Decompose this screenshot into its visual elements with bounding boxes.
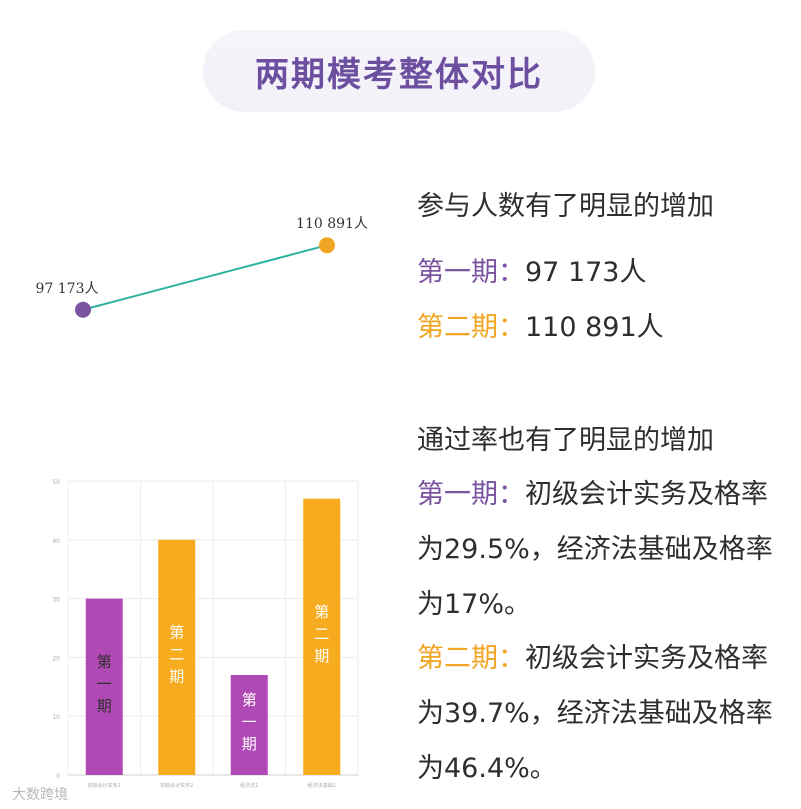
period2-count: 110 891人 bbox=[525, 312, 664, 343]
bar-label-char: 二 bbox=[169, 645, 184, 663]
bar-y-tick-label: 40 bbox=[52, 538, 60, 545]
participants-heading: 参与人数有了明显的增加 bbox=[417, 191, 714, 222]
bar-y-tick-label: 50 bbox=[52, 479, 60, 486]
bar-label-char: 第 bbox=[169, 623, 184, 641]
participants-line-chart: 97 173人 110 891人 bbox=[36, 216, 368, 318]
bar-label-char: 第 bbox=[242, 691, 257, 709]
pass-rate-bar-chart: 01020304050第一期初级会计实务1第二期初级会计实务2第一期经济法1第二… bbox=[52, 479, 359, 789]
bar-y-tick-label: 0 bbox=[56, 773, 60, 780]
bar-label-char: 一 bbox=[97, 675, 112, 693]
pass-period2-label: 第二期： bbox=[417, 643, 525, 674]
bar-y-tick-label: 20 bbox=[52, 655, 60, 662]
bar-y-tick-label: 10 bbox=[52, 714, 60, 721]
participants-period1: 第一期：97 173人 bbox=[417, 259, 646, 286]
bar-label-char: 期 bbox=[314, 647, 329, 665]
bar bbox=[230, 675, 268, 775]
title-banner: 两期模考整体对比 bbox=[203, 30, 595, 112]
pass-rate-period2: 第二期：初级会计实务及格率为39.7%，经济法基础及格率为46.4%。 bbox=[417, 631, 789, 796]
participants-data-label: 97 173人 bbox=[36, 281, 99, 297]
participants-point bbox=[319, 237, 335, 254]
watermark: 大数跨境 bbox=[12, 787, 68, 803]
page-title: 两期模考整体对比 bbox=[255, 54, 543, 95]
pass-period2-text: 初级会计实务及格率为39.7%，经济法基础及格率为46.4%。 bbox=[417, 643, 773, 784]
bar-label: 第一期 bbox=[242, 691, 257, 753]
bar bbox=[303, 498, 341, 775]
bar-x-tick-label: 初级会计实务2 bbox=[160, 782, 193, 789]
bar-label-char: 第 bbox=[97, 653, 112, 671]
bar-label-char: 第 bbox=[314, 603, 329, 621]
participants-data-label: 110 891人 bbox=[296, 216, 368, 232]
bar-x-tick-label: 初级会计实务1 bbox=[88, 782, 121, 789]
bar-label-char: 二 bbox=[314, 625, 329, 643]
pass-rate-period1: 第一期：初级会计实务及格率为29.5%，经济法基础及格率为17%。 bbox=[417, 467, 789, 632]
participants-point bbox=[75, 301, 91, 318]
bar-label-char: 期 bbox=[242, 735, 257, 753]
bar-x-tick-label: 经济法1 bbox=[240, 782, 258, 789]
period1-label: 第一期： bbox=[417, 257, 525, 288]
pass-period1-text: 初级会计实务及格率为29.5%，经济法基础及格率为17%。 bbox=[417, 479, 773, 620]
bar-label-char: 期 bbox=[169, 667, 184, 685]
bar-x-tick-label: 经济法基础2 bbox=[308, 782, 336, 789]
bar bbox=[85, 598, 123, 775]
bar-label-char: 一 bbox=[242, 713, 257, 731]
period2-label: 第二期： bbox=[417, 312, 525, 343]
participants-trend-line bbox=[82, 244, 328, 311]
bar-y-tick-label: 30 bbox=[52, 597, 60, 604]
bar-label-char: 期 bbox=[97, 697, 112, 715]
participants-period2: 第二期：110 891人 bbox=[417, 314, 664, 341]
bar bbox=[158, 539, 196, 775]
bar-label: 第二期 bbox=[314, 603, 329, 665]
pass-period1-label: 第一期： bbox=[417, 479, 525, 510]
bar-label: 第一期 bbox=[97, 653, 112, 715]
pass-rate-heading: 通过率也有了明显的增加 bbox=[417, 425, 714, 456]
bar-label: 第二期 bbox=[169, 623, 184, 685]
period1-count: 97 173人 bbox=[525, 257, 647, 288]
